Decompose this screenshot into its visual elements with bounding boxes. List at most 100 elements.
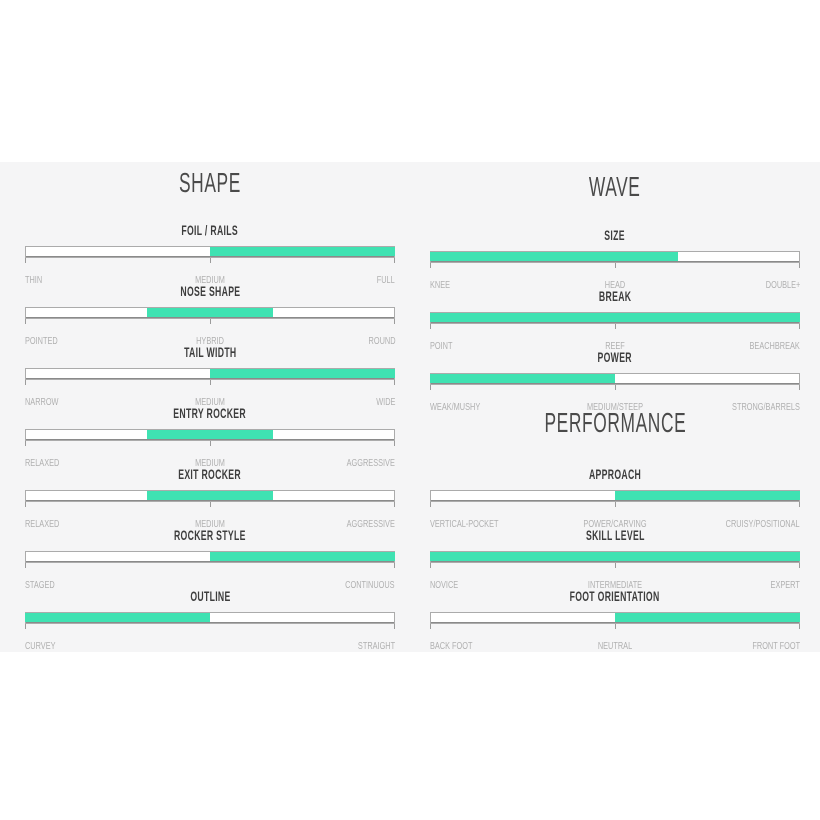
tick-start [430,624,431,629]
scale-label-mid: HEAD [604,279,626,291]
slider-title: EXIT ROCKER [178,466,242,482]
slider-fill [147,430,273,439]
slider-scale: WEAK/MUSHY MEDIUM/STEEP STRONG/BARRELS [430,401,800,413]
scale-label-mid: MEDIUM [195,457,225,469]
tick-mid [210,441,211,446]
slider-scale: CURVEY STRAIGHT [25,640,395,652]
slider-scale: POINT REEF BEACHBREAK [430,340,800,352]
tick-start [430,563,431,568]
slider-title: NOSE SHAPE [179,283,241,299]
slider-exit-rocker: EXIT ROCKER RELAXED MEDIUM AGGRESSIVE [25,466,395,530]
scale-label-min: THIN [25,274,43,286]
slider-scale: BACK FOOT NEUTRAL FRONT FOOT [430,640,800,652]
slider-bar [430,312,800,329]
slider-fill [615,613,800,622]
slider-title: BREAK [598,288,632,304]
scale-label-mid: POWER/CARVING [583,518,647,530]
slider-fill [430,552,800,561]
scale-label-max: ROUND [368,335,395,347]
tick-mid [210,380,211,385]
slider-title: FOOT ORIENTATION [569,588,660,604]
slider-title: FOIL / RAILS [181,222,239,238]
slider-size: SIZE KNEE HEAD DOUBLE+ [430,227,800,291]
scale-label-max: CONTINUOUS [345,579,395,591]
scale-label-min: CURVEY [25,640,56,652]
scale-label-max: CRUISY/POSITIONAL [726,518,800,530]
scale-label-mid: MEDIUM [195,396,225,408]
tick-mid [615,502,616,507]
scale-label-min: RELAXED [25,518,60,530]
slider-title: SIZE [604,227,626,243]
tick-start [25,258,26,263]
tick-end [394,502,395,507]
slider-bar [25,307,395,324]
tick-start [25,441,26,446]
scale-label-max: BEACHBREAK [749,340,800,352]
slider-scale: THIN MEDIUM FULL [25,274,395,286]
scale-label-max: FRONT FOOT [752,640,800,652]
scale-label-max: DOUBLE+ [765,279,800,291]
tick-start [25,319,26,324]
tick-end [799,624,800,629]
scale-label-max: AGGRESSIVE [346,457,395,469]
tick-mid [615,624,616,629]
slider-power: POWER WEAK/MUSHY MEDIUM/STEEP STRONG/BAR… [430,349,800,413]
tick-end [394,258,395,263]
tick-start [430,263,431,268]
tick-end [799,563,800,568]
scale-label-max: AGGRESSIVE [346,518,395,530]
scale-label-mid: INTERMEDIATE [587,579,643,591]
tick-start [25,624,26,629]
scale-label-min: STAGED [25,579,55,591]
slider-foil-rails: FOIL / RAILS THIN MEDIUM FULL [25,222,395,286]
slider-title: APPROACH [588,466,642,482]
slider-scale: NARROW MEDIUM WIDE [25,396,395,408]
tick-end [799,324,800,329]
slider-title: TAIL WIDTH [183,344,237,360]
scale-label-max: STRONG/BARRELS [732,401,800,413]
slider-scale: RELAXED MEDIUM AGGRESSIVE [25,457,395,469]
tick-mid [615,263,616,268]
tick-end [799,502,800,507]
slider-foot-orientation: FOOT ORIENTATION BACK FOOT NEUTRAL FRONT… [430,588,800,652]
scale-label-mid: MEDIUM/STEEP [587,401,643,413]
tick-start [25,380,26,385]
tick-mid [615,563,616,568]
slider-scale: RELAXED MEDIUM AGGRESSIVE [25,518,395,530]
tick-end [394,563,395,568]
slider-fill [430,374,615,383]
scale-label-mid: NEUTRAL [597,640,633,652]
tick-start [430,324,431,329]
slider-title: OUTLINE [189,588,231,604]
slider-outline: OUTLINE CURVEY STRAIGHT [25,588,395,652]
tick-end [799,263,800,268]
slider-fill [210,552,395,561]
slider-fill [147,308,273,317]
tick-mid [615,324,616,329]
slider-fill [430,313,800,322]
tick-start [430,502,431,507]
tick-mid [210,502,211,507]
scale-label-min: KNEE [430,279,451,291]
slider-approach: APPROACH VERTICAL-POCKET POWER/CARVING C… [430,466,800,530]
slider-title: ENTRY ROCKER [173,405,247,421]
tick-end [394,624,395,629]
tick-start [430,385,431,390]
scale-label-max: STRAIGHT [357,640,395,652]
wave-heading: WAVE [430,172,800,202]
scale-label-mid: HYBRID [196,335,224,347]
scale-label-min: NOVICE [430,579,459,591]
scale-label-min: BACK FOOT [430,640,473,652]
scale-label-min: POINT [430,340,453,352]
scale-label-max: FULL [377,274,395,286]
slider-fill [210,369,395,378]
slider-skill-level: SKILL LEVEL NOVICE INTERMEDIATE EXPERT [430,527,800,591]
slider-rocker-style: ROCKER STYLE STAGED CONTINUOUS [25,527,395,591]
slider-title: ROCKER STYLE [174,527,246,543]
tick-end [394,441,395,446]
scale-label-min: NARROW [25,396,59,408]
shape-heading-label: SHAPE [179,167,241,198]
slider-scale: POINTED HYBRID ROUND [25,335,395,347]
slider-fill [147,491,273,500]
